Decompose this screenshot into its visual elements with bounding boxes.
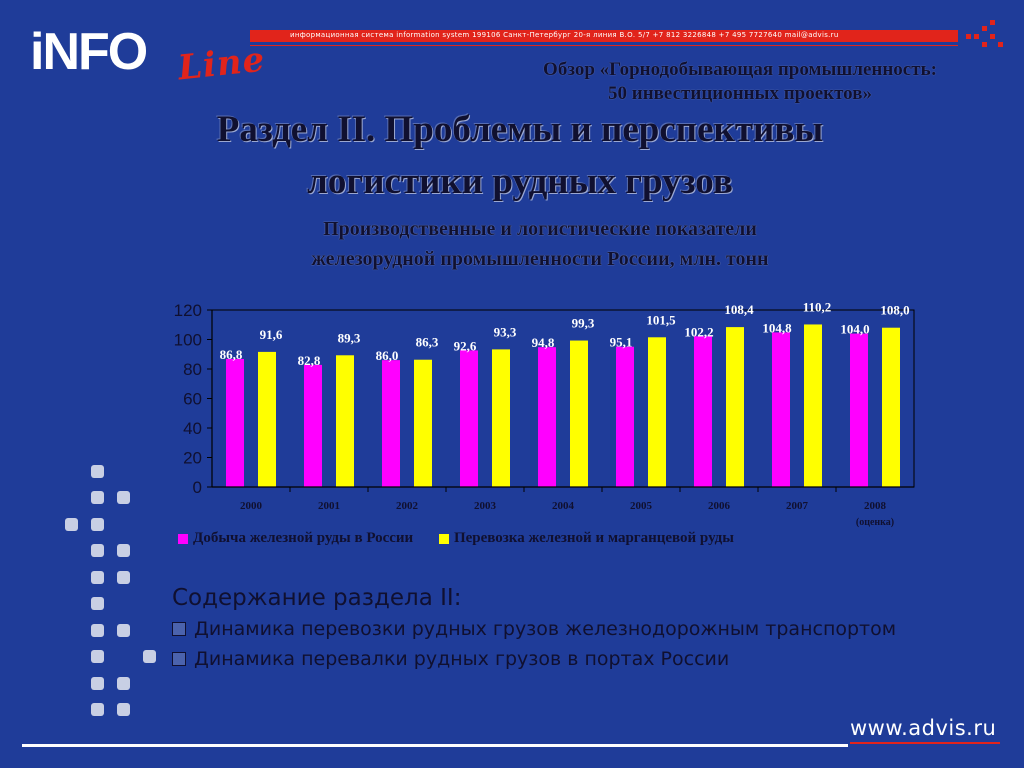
bar-mining [226, 358, 244, 487]
data-label-mining: 104,8 [762, 320, 792, 335]
chart-title-line-2: железорудной промышленности России, млн.… [311, 248, 769, 270]
x-tick-label: 2003 [474, 500, 497, 512]
data-label-transport: 91,6 [260, 327, 283, 342]
page-title-line-2: логистики рудных грузов [307, 161, 733, 202]
bar-mining [460, 350, 478, 487]
header-divider [250, 45, 958, 46]
legend-item-mining: Добыча железной руды в России [178, 530, 413, 547]
bar-mining [616, 346, 634, 487]
legend-label-transport: Перевозка железной и марганцевой руды [453, 530, 734, 546]
data-label-transport: 89,3 [338, 330, 361, 345]
bar-mining [382, 360, 400, 487]
y-tick-label: 40 [183, 419, 202, 438]
data-label-transport: 101,5 [646, 312, 676, 327]
y-tick-label: 120 [174, 301, 202, 320]
data-label-transport: 93,3 [494, 324, 517, 339]
checkbox-bullet-icon [172, 652, 186, 666]
data-label-transport: 86,3 [416, 335, 439, 350]
bar-mining [694, 336, 712, 487]
contents-item-text: Динамика перевозки рудных грузов железно… [194, 618, 897, 640]
checkbox-bullet-icon [172, 622, 186, 636]
bar-transport [804, 324, 822, 487]
data-label-mining: 95,1 [610, 335, 633, 350]
data-label-mining: 92,6 [454, 338, 477, 353]
contents-item-text: Динамика перевалки рудных грузов в порта… [194, 648, 730, 670]
bar-transport [882, 327, 900, 487]
data-label-mining: 82,8 [298, 353, 321, 368]
footer-url-underline [850, 742, 1000, 744]
bar-mining [772, 332, 790, 487]
chart-legend: Добыча железной руды в России Перевозка … [178, 530, 756, 547]
data-label-transport: 108,4 [724, 302, 754, 317]
logo-line-text: Line [176, 39, 268, 89]
chart-title-line-1: Производственные и логистические показат… [323, 218, 757, 240]
overview-line-1: Обзор «Горнодобывающая промышленность: [543, 59, 937, 80]
x-tick-label: 2001 [318, 500, 340, 512]
y-tick-label: 60 [183, 390, 202, 409]
legend-label-mining: Добыча железной руды в России [193, 530, 414, 546]
y-tick-label: 0 [193, 478, 202, 497]
logo-info-text: iNFO [30, 23, 148, 81]
contact-bar [250, 30, 958, 42]
x-tick-label: 2004 [552, 500, 575, 512]
data-label-mining: 104,0 [840, 322, 869, 337]
data-label-transport: 108,0 [880, 303, 909, 318]
bar-mining [850, 333, 868, 487]
x-tick-note: (оценка) [856, 517, 894, 528]
x-tick-label: 2002 [396, 500, 419, 512]
corner-dots-decoration [966, 20, 1006, 60]
bar-transport [258, 351, 276, 487]
plot-area [211, 309, 915, 488]
legend-swatch-yellow [438, 533, 449, 544]
contents-item: Динамика перевалки рудных грузов в порта… [172, 644, 896, 674]
bar-mining [304, 364, 322, 487]
page-title: Раздел II. Проблемы и перспективы логист… [120, 104, 920, 208]
contact-bar-text: информационная система information syste… [290, 31, 839, 39]
chart-title: Производственные и логистические показат… [140, 214, 940, 274]
overview-line-2: 50 инвестиционных проектов» [608, 83, 872, 104]
y-tick-label: 80 [183, 360, 202, 379]
x-tick-label: 2006 [708, 500, 731, 512]
y-tick-label: 20 [183, 449, 202, 468]
bar-transport [648, 337, 666, 487]
overview-caption: Обзор «Горнодобывающая промышленность: 5… [490, 58, 990, 106]
x-tick-label: 2007 [786, 500, 809, 512]
footer-url: www.advis.ru [850, 716, 997, 740]
y-tick-label: 100 [174, 331, 202, 350]
legend-swatch-magenta [178, 533, 188, 544]
data-label-transport: 110,2 [803, 299, 832, 314]
infoline-logo: iNFO Line [30, 22, 290, 92]
bar-transport [726, 327, 744, 487]
contents-item: Динамика перевозки рудных грузов железно… [172, 614, 896, 644]
bar-chart: 0 20 40 60 80 100 120 2000 86,8 91,6 2001 82,8 89,3 2… [174, 299, 915, 528]
bar-transport [570, 340, 588, 487]
data-label-mining: 102,2 [684, 324, 713, 339]
contents-heading: Содержание раздела II: [172, 585, 462, 611]
bar-transport [414, 359, 432, 487]
data-label-mining: 86,8 [220, 347, 243, 362]
data-label-mining: 86,0 [376, 348, 399, 363]
data-label-transport: 99,3 [572, 316, 595, 331]
page-title-line-1: Раздел II. Проблемы и перспективы [216, 109, 824, 150]
bar-transport [336, 355, 354, 487]
data-label-mining: 94,8 [532, 335, 555, 350]
bar-transport [492, 349, 510, 487]
footer-divider [22, 744, 848, 747]
x-tick-label: 2005 [630, 500, 653, 512]
legend-item-transport: Перевозка железной и марганцевой руды [438, 530, 734, 547]
x-tick-label: 2008 [864, 500, 887, 512]
section-contents: Содержание раздела II: Динамика перевозк… [172, 582, 896, 674]
x-tick-label: 2000 [240, 500, 263, 512]
bar-mining [538, 347, 556, 487]
